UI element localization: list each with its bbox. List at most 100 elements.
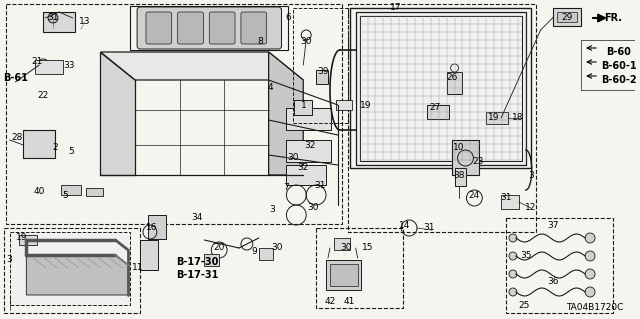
Bar [294, 100, 312, 115]
Text: B-60-2: B-60-2 [601, 75, 637, 85]
Circle shape [585, 269, 595, 279]
Polygon shape [356, 12, 526, 165]
Bar [293, 8, 348, 123]
Text: 3: 3 [6, 256, 12, 264]
Text: 4: 4 [268, 84, 273, 93]
Polygon shape [100, 52, 303, 80]
Text: 30: 30 [307, 204, 319, 212]
Bar [4, 228, 140, 313]
Bar [557, 12, 577, 22]
Circle shape [585, 287, 595, 297]
Text: 34: 34 [192, 213, 203, 222]
Text: 21: 21 [31, 57, 43, 66]
Text: 31: 31 [47, 13, 59, 23]
FancyBboxPatch shape [241, 12, 267, 44]
Text: 30: 30 [287, 153, 299, 162]
Text: 32: 32 [305, 140, 316, 150]
Text: 5: 5 [68, 146, 74, 155]
Circle shape [509, 288, 517, 296]
Text: FR.: FR. [604, 13, 622, 23]
Bar [454, 168, 467, 186]
Bar [204, 254, 219, 266]
Bar [148, 215, 166, 239]
Circle shape [509, 234, 517, 242]
Bar [259, 248, 273, 260]
Text: 30: 30 [271, 243, 282, 253]
Bar [360, 16, 522, 161]
Text: 6: 6 [285, 13, 291, 23]
FancyBboxPatch shape [178, 12, 204, 44]
Bar [316, 70, 328, 84]
Bar [506, 218, 613, 313]
Text: 37: 37 [548, 220, 559, 229]
FancyBboxPatch shape [146, 12, 172, 44]
Bar [348, 4, 536, 232]
Text: 14: 14 [399, 220, 411, 229]
Text: 3: 3 [269, 205, 275, 214]
Bar [334, 238, 349, 250]
Text: 10: 10 [452, 144, 464, 152]
Bar [336, 100, 352, 110]
Bar [554, 8, 581, 26]
Circle shape [509, 252, 517, 260]
Bar [35, 60, 63, 74]
Text: 27: 27 [429, 103, 440, 113]
Text: 9: 9 [251, 248, 257, 256]
Text: 8: 8 [258, 38, 264, 47]
Text: 40: 40 [33, 188, 45, 197]
Text: 32: 32 [298, 164, 309, 173]
Text: B-61: B-61 [3, 73, 28, 83]
Bar [427, 105, 449, 119]
Text: 31: 31 [500, 194, 512, 203]
Text: 15: 15 [362, 243, 373, 253]
Text: 17: 17 [390, 4, 401, 12]
Bar [23, 130, 55, 158]
Text: B-60-1: B-60-1 [601, 61, 637, 71]
Text: 11: 11 [132, 263, 144, 272]
Text: 41: 41 [344, 298, 355, 307]
Text: 7: 7 [284, 183, 289, 192]
Bar [287, 165, 326, 185]
Text: 2: 2 [52, 144, 58, 152]
Text: 26: 26 [446, 73, 458, 83]
Text: 42: 42 [324, 298, 335, 307]
Bar [316, 228, 403, 308]
Text: 19: 19 [488, 114, 500, 122]
Text: 31: 31 [314, 181, 326, 189]
Bar [330, 264, 358, 286]
Text: 13: 13 [79, 18, 90, 26]
FancyBboxPatch shape [137, 7, 282, 49]
Text: 23: 23 [472, 158, 484, 167]
Circle shape [585, 251, 595, 261]
Polygon shape [26, 255, 128, 295]
Bar [86, 188, 104, 196]
Text: 35: 35 [520, 250, 532, 259]
Text: 31: 31 [423, 224, 435, 233]
Text: 36: 36 [548, 278, 559, 286]
Bar [287, 140, 331, 162]
Text: 30: 30 [340, 243, 351, 253]
Text: 16: 16 [146, 224, 157, 233]
Text: 24: 24 [468, 190, 480, 199]
Polygon shape [269, 52, 303, 175]
Polygon shape [100, 52, 135, 175]
Text: B-17-30: B-17-30 [176, 257, 219, 267]
Bar [140, 240, 158, 270]
Text: 33: 33 [63, 61, 75, 70]
Circle shape [585, 233, 595, 243]
Bar [43, 12, 75, 32]
Text: 20: 20 [214, 243, 225, 253]
Text: 28: 28 [12, 133, 23, 143]
Bar [447, 72, 463, 94]
Text: 22: 22 [38, 91, 49, 100]
Bar [19, 235, 37, 245]
Bar [486, 112, 508, 124]
Text: B-60: B-60 [606, 47, 631, 57]
Text: 25: 25 [518, 300, 529, 309]
Text: 12: 12 [525, 204, 536, 212]
Polygon shape [10, 232, 130, 305]
Text: 5: 5 [62, 190, 68, 199]
Text: 18: 18 [512, 114, 524, 122]
Bar [452, 140, 479, 175]
Text: 3: 3 [528, 170, 534, 180]
